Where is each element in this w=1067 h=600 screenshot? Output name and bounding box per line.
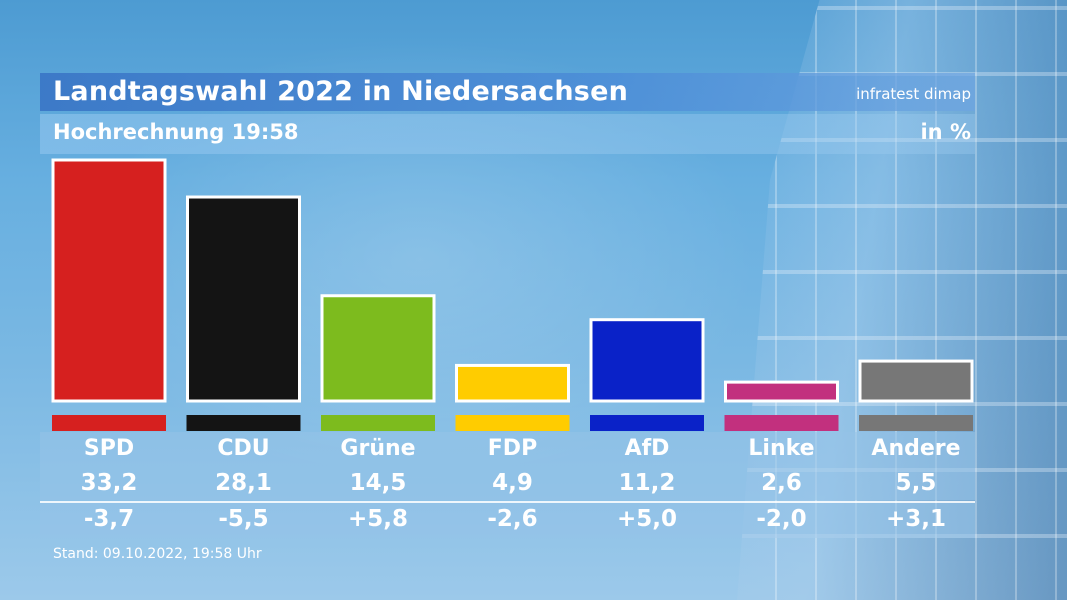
chart-subtitle: Hochrechnung 19:58 [53, 120, 299, 144]
party-label-fdp: FDP [487, 436, 538, 461]
bar-cdu [186, 195, 301, 403]
value-label-spd: 33,2 [80, 470, 138, 496]
value-label-andere: 5,5 [895, 470, 937, 496]
bar-gr-ne [320, 294, 436, 403]
party-label-spd: SPD [83, 436, 135, 461]
value-label-afd: 11,2 [618, 470, 676, 496]
color-strip-linke [724, 415, 839, 431]
diff-label-gr-ne: +5,8 [347, 506, 408, 532]
party-diff-band [40, 503, 975, 538]
party-label-afd: AfD [624, 436, 670, 461]
color-strip-cdu [186, 415, 301, 431]
diff-label-fdp: -2,6 [487, 506, 538, 532]
party-label-gr-ne: Grüne [340, 436, 416, 461]
bar-spd [51, 158, 167, 403]
color-strip-spd [52, 415, 166, 431]
diff-label-cdu: -5,5 [218, 506, 269, 532]
value-label-cdu: 28,1 [215, 470, 272, 496]
party-label-cdu: CDU [217, 436, 270, 461]
diff-label-linke: -2,0 [756, 506, 807, 532]
party-label-linke: Linke [748, 436, 815, 461]
footer-stand: Stand: 09.10.2022, 19:58 Uhr [53, 546, 262, 562]
party-label-andere: Andere [871, 436, 961, 461]
bar-andere [858, 359, 974, 403]
value-label-fdp: 4,9 [492, 470, 533, 496]
color-strip-gr-ne [321, 415, 435, 431]
party-values-band [40, 432, 975, 500]
diff-label-afd: +5,0 [616, 506, 677, 532]
bar-afd [589, 318, 705, 403]
color-strip-fdp [455, 415, 570, 431]
value-label-gr-ne: 14,5 [349, 470, 407, 496]
source-label: infratest dimap [856, 85, 971, 103]
color-strip-andere [859, 415, 973, 431]
color-strip-afd [590, 415, 704, 431]
bar-linke [724, 380, 839, 403]
bar-fdp [455, 363, 570, 403]
row-divider [40, 501, 975, 503]
chart-title: Landtagswahl 2022 in Niedersachsen [53, 76, 628, 107]
subtitle-bar [40, 114, 975, 154]
title-bar [40, 73, 975, 111]
value-label-linke: 2,6 [761, 470, 802, 496]
unit-label: in % [920, 120, 971, 144]
diff-label-andere: +3,1 [885, 506, 946, 532]
diff-label-spd: -3,7 [83, 506, 135, 532]
